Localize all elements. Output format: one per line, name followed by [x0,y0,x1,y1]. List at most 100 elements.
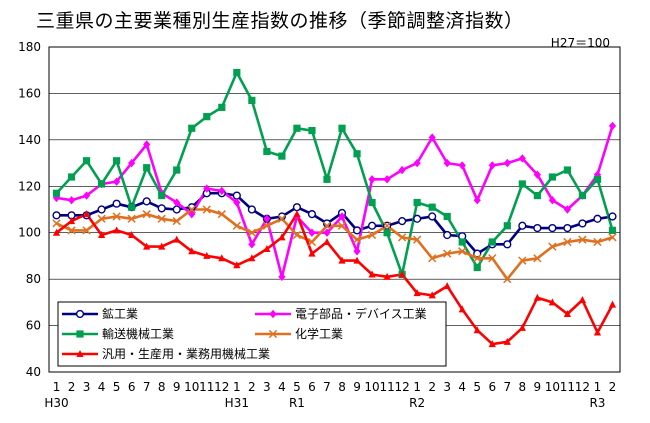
x-tick-label: 4 [278,380,286,394]
data-point [428,133,436,142]
x-tick-label: 12 [394,380,409,394]
data-point [323,228,331,237]
data-point [67,217,76,225]
data-point [173,198,181,207]
data-point [533,254,542,263]
data-point [398,270,406,278]
data-point [157,204,166,213]
data-point [443,212,451,221]
data-point [353,150,361,158]
data-point [113,177,121,186]
x-tick-label: 11 [199,380,214,394]
x-tick-label: 7 [143,380,151,394]
data-point [173,235,181,243]
data-point [458,161,466,170]
data-point [187,205,196,214]
x-tick-label: 9 [353,380,361,394]
data-point [113,226,121,234]
data-point [398,217,407,226]
x-tick-label: 6 [128,380,136,394]
data-point [188,247,196,255]
data-point [608,300,617,308]
x-tick-label: 7 [503,380,511,394]
data-point [593,214,602,223]
y-tick-label: 60 [26,319,41,333]
x-tick-label: 8 [158,380,166,394]
data-point [232,191,241,200]
y-tick-label: 140 [18,133,41,147]
data-point [158,242,166,250]
x-tick-label: 2 [609,380,617,394]
data-point [503,158,511,168]
data-point [548,242,557,251]
data-point [128,231,136,239]
data-point [307,237,317,247]
data-point [353,256,361,264]
data-point [578,191,587,200]
data-point [233,68,241,77]
x-tick-label: 4 [98,380,106,394]
data-point [563,223,572,233]
data-point [563,166,572,174]
data-point [413,214,422,223]
x-tick-label: 12 [575,380,590,394]
data-point [548,173,556,181]
data-point [578,296,587,304]
data-point [308,228,316,237]
era-label: R3 [589,396,605,410]
data-point [413,158,421,168]
data-point [413,289,421,297]
x-tick-label: 5 [293,380,301,394]
data-point [278,233,286,241]
data-point [128,158,136,168]
data-point [247,205,256,214]
data-point [383,272,391,280]
data-point [82,157,91,165]
data-point [97,180,106,188]
data-point [232,221,241,230]
data-point [172,216,181,226]
data-point [263,147,271,156]
data-point [323,175,331,183]
data-point [518,221,527,230]
data-point [322,221,332,230]
data-point [608,226,617,234]
data-point [383,175,391,184]
data-point [473,254,482,263]
data-point [158,191,166,200]
era-label: H30 [44,396,68,410]
data-point [352,226,362,235]
series-line [55,208,613,281]
data-point [82,210,91,218]
x-tick-label: 4 [458,380,466,394]
x-tick-label: 1 [53,380,61,394]
y-tick-label: 80 [26,272,41,286]
data-point [277,212,287,221]
data-point [443,230,452,240]
data-point [248,96,256,104]
data-point [217,210,226,219]
data-point [278,272,286,282]
data-point [428,254,437,263]
legend-marker [269,309,277,319]
x-tick-label: 6 [488,380,496,394]
data-point [382,221,392,230]
data-point [97,205,106,214]
data-point [157,214,166,223]
x-tick-label: 1 [233,380,241,394]
data-point [337,221,347,230]
data-point [368,270,376,278]
era-label: H31 [225,396,249,410]
x-tick-label: 11 [379,380,394,394]
data-point [608,212,617,221]
legend-label: 鉱工業 [102,306,138,321]
data-point [308,126,316,135]
data-point [563,237,572,247]
data-point [112,199,121,208]
data-point [443,249,452,258]
data-point [353,247,361,256]
data-point [97,231,106,239]
data-point [458,238,466,246]
data-point [247,228,256,237]
